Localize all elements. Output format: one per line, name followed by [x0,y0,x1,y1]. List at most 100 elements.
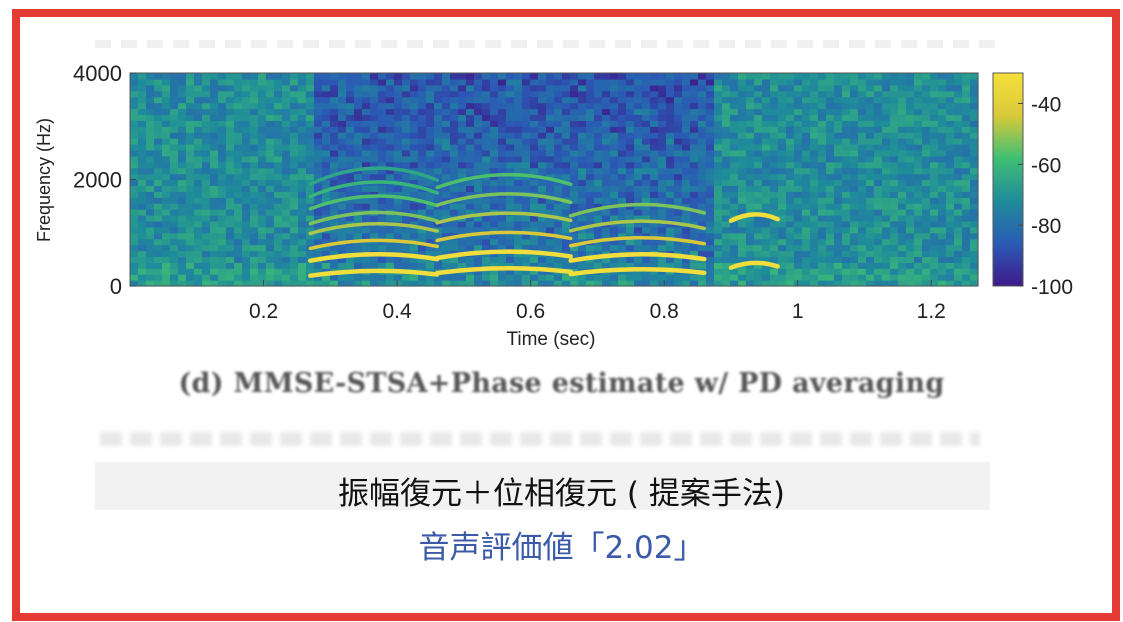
spectrogram-cell [194,126,203,133]
spectrogram-cell [202,114,211,121]
spectrogram-cell [666,73,675,80]
spectrogram-cell [234,268,243,275]
spectrogram-cell [706,126,715,133]
spectrogram-cell [218,203,227,210]
spectrogram-cell [618,138,627,145]
spectrogram-cell [650,191,659,198]
spectrogram-cell [178,280,187,287]
spectrogram-cell [914,161,923,169]
spectrogram-cell [338,203,347,210]
spectrogram-cell [170,244,179,252]
spectrogram-cell [954,185,963,192]
spectrogram-cell [666,209,675,216]
spectrogram-cell [298,274,307,281]
spectrogram-cell [954,226,963,234]
spectrogram-cell [714,268,723,275]
spectrogram-cell [802,209,811,216]
spectrogram-cell [450,262,459,269]
spectrogram-cell [554,167,563,175]
spectrogram-cell [378,78,387,86]
spectrogram-cell [754,244,763,252]
spectrogram-cell [682,114,691,121]
spectrogram-cell [186,90,195,98]
spectrogram-cell [778,96,787,104]
spectrogram-cell [298,73,307,80]
spectrogram-cell [250,274,259,281]
spectrogram-cell [226,268,235,275]
spectrogram-cell [162,167,171,175]
spectrogram-cell [338,120,347,127]
spectrogram-cell [298,78,307,86]
spectrogram-cell [146,96,155,104]
spectrogram-cell [442,132,451,139]
spectrogram-cell [418,167,427,175]
spectrogram-cell [386,126,395,133]
spectrogram-cell [530,179,539,187]
spectrogram-cell [442,220,451,228]
spectrogram-cell [194,138,203,145]
spectrogram-cell [634,96,643,104]
spectrogram-cell [418,90,427,98]
spectrogram-cell [706,203,715,210]
spectrogram-cell [458,73,467,80]
spectrogram-cell [658,161,667,169]
spectrogram-cell [738,78,747,86]
spectrogram-cell [138,114,147,121]
spectrogram-cell [858,226,867,234]
spectrogram-cell [674,114,683,121]
spectrogram-cell [794,167,803,175]
spectrogram-cell [962,144,971,151]
spectrogram-cell [634,167,643,175]
spectrogram-cell [442,120,451,127]
spectrogram-cell [562,274,571,281]
spectrogram-cell [210,274,219,281]
spectrogram-cell [842,262,851,269]
spectrogram-cell [762,244,771,252]
spectrogram-cell [514,179,523,187]
spectrogram-cell [402,191,411,198]
spectrogram-cell [938,197,947,204]
spectrogram-cell [906,138,915,145]
spectrogram-cell [610,274,619,281]
spectrogram-cell [338,185,347,192]
spectrogram-cell [418,108,427,116]
spectrogram-cell [570,155,579,163]
spectrogram-cell [818,126,827,133]
spectrogram-cell [274,220,283,228]
spectrogram-cell [834,191,843,198]
spectrogram-cell [562,78,571,86]
spectrogram-cell [226,132,235,139]
spectrogram-cell [826,114,835,121]
spectrogram-cell [954,144,963,151]
spectrogram-cell [794,244,803,252]
spectrogram-cell [258,173,267,181]
spectrogram-cell [690,132,699,139]
spectrogram-cell [130,203,139,210]
spectrogram-cell [522,161,531,169]
spectrogram-cell [626,179,635,187]
spectrogram-cell [674,244,683,252]
spectrogram-cell [426,280,435,287]
spectrogram-cell [402,144,411,151]
spectrogram-cell [730,226,739,234]
spectrogram-cell [786,96,795,104]
spectrogram-cell [970,179,979,187]
spectrogram-cell [906,244,915,252]
spectrogram-cell [298,209,307,216]
spectrogram-cell [954,179,963,187]
spectrogram-cell [594,209,603,216]
spectrogram-cell [266,191,275,198]
spectrogram-cell [922,73,931,80]
spectrogram-cell [650,197,659,204]
spectrogram-cell [906,220,915,228]
spectrogram-cell [290,120,299,127]
spectrogram-cell [266,262,275,269]
spectrogram-cell [234,226,243,234]
spectrogram-cell [146,215,155,222]
spectrogram-cell [842,126,851,133]
spectrogram-cell [530,280,539,287]
harmonic-band [308,194,439,211]
spectrogram-cell [162,250,171,258]
spectrogram-cell [602,144,611,151]
spectrogram-cell [434,209,443,216]
